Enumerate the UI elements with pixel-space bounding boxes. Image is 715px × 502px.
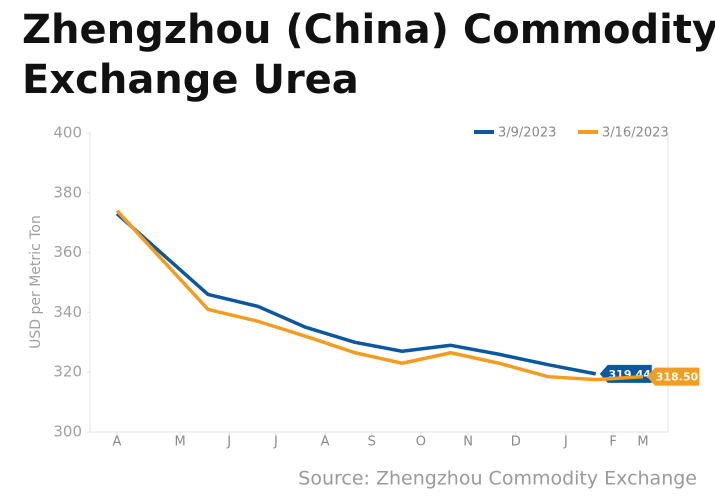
series-line <box>115 209 644 382</box>
y-tick-label: 300 <box>53 423 82 441</box>
value-tag <box>646 367 699 386</box>
x-tick-label: N <box>463 435 473 450</box>
chart-title: Exchange Urea <box>22 57 359 103</box>
y-tick-label: 380 <box>53 183 82 201</box>
y-axis-label: USD per Metric Ton <box>28 215 44 349</box>
legend-label: 3/9/2023 <box>498 126 556 141</box>
plot-frame <box>89 133 669 433</box>
value-label: 318.50 <box>656 371 699 384</box>
y-tick-label: 360 <box>53 243 82 261</box>
x-tick-label: F <box>609 435 616 450</box>
series-line <box>115 212 597 376</box>
chart-title: Zhengzhou (China) Commodity <box>22 7 715 53</box>
y-tick-label: 320 <box>53 363 82 381</box>
y-tick-label: 340 <box>53 303 82 321</box>
x-tick-label: J <box>563 435 568 450</box>
x-tick-label: A <box>113 435 122 450</box>
x-tick-label: D <box>511 435 521 450</box>
y-tick-label: 400 <box>53 124 82 142</box>
x-tick-label: S <box>368 435 376 450</box>
x-tick-label: J <box>273 435 278 450</box>
x-tick-label: O <box>416 435 426 450</box>
x-tick-label: M <box>174 435 185 450</box>
x-tick-label: A <box>321 435 330 450</box>
x-tick-label: M <box>637 435 648 450</box>
legend-label: 3/16/2023 <box>602 126 669 141</box>
x-tick-label: J <box>226 435 231 450</box>
source: Source: Zhengzhou Commodity Exchange <box>298 468 697 490</box>
